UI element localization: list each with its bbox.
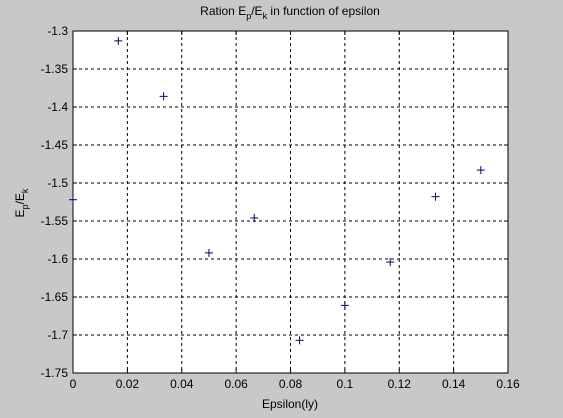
title-prefix: Ration E bbox=[200, 4, 246, 18]
x-tick-label: 0.14 bbox=[442, 377, 466, 391]
x-tick-label: 0.02 bbox=[116, 377, 140, 391]
x-tick-label: 0.08 bbox=[279, 377, 303, 391]
x-tick-label: 0.12 bbox=[388, 377, 412, 391]
y-tick-label: -1.35 bbox=[41, 62, 69, 76]
y-tick-label: -1.75 bbox=[41, 366, 69, 380]
ylabel-prefix: E bbox=[13, 209, 27, 217]
ylabel-sub-k: k bbox=[20, 188, 30, 193]
title-suffix: in function of epsilon bbox=[267, 4, 380, 18]
x-tick-label: 0 bbox=[70, 377, 77, 391]
y-tick-label: -1.65 bbox=[41, 290, 69, 304]
x-axis-label: Epsilon(ly) bbox=[262, 397, 318, 411]
x-tick-label: 0.04 bbox=[170, 377, 194, 391]
y-tick-label: -1.4 bbox=[47, 100, 68, 114]
title-mid: /E bbox=[251, 4, 262, 18]
x-tick-label: 0.1 bbox=[337, 377, 354, 391]
y-tick-label: -1.55 bbox=[41, 214, 69, 228]
chart-title: Ration Ep/Ek in function of epsilon bbox=[200, 4, 380, 21]
y-tick-label: -1.6 bbox=[47, 252, 68, 266]
y-axis-label: Ep/Ek bbox=[13, 188, 30, 217]
y-tick-label: -1.5 bbox=[47, 176, 68, 190]
x-tick-label: 0.16 bbox=[496, 377, 520, 391]
y-tick-label: -1.3 bbox=[47, 24, 68, 38]
y-tick-label: -1.7 bbox=[47, 328, 68, 342]
ylabel-mid: /E bbox=[13, 193, 27, 204]
x-tick-label: 0.06 bbox=[224, 377, 248, 391]
y-tick-label: -1.45 bbox=[41, 138, 69, 152]
